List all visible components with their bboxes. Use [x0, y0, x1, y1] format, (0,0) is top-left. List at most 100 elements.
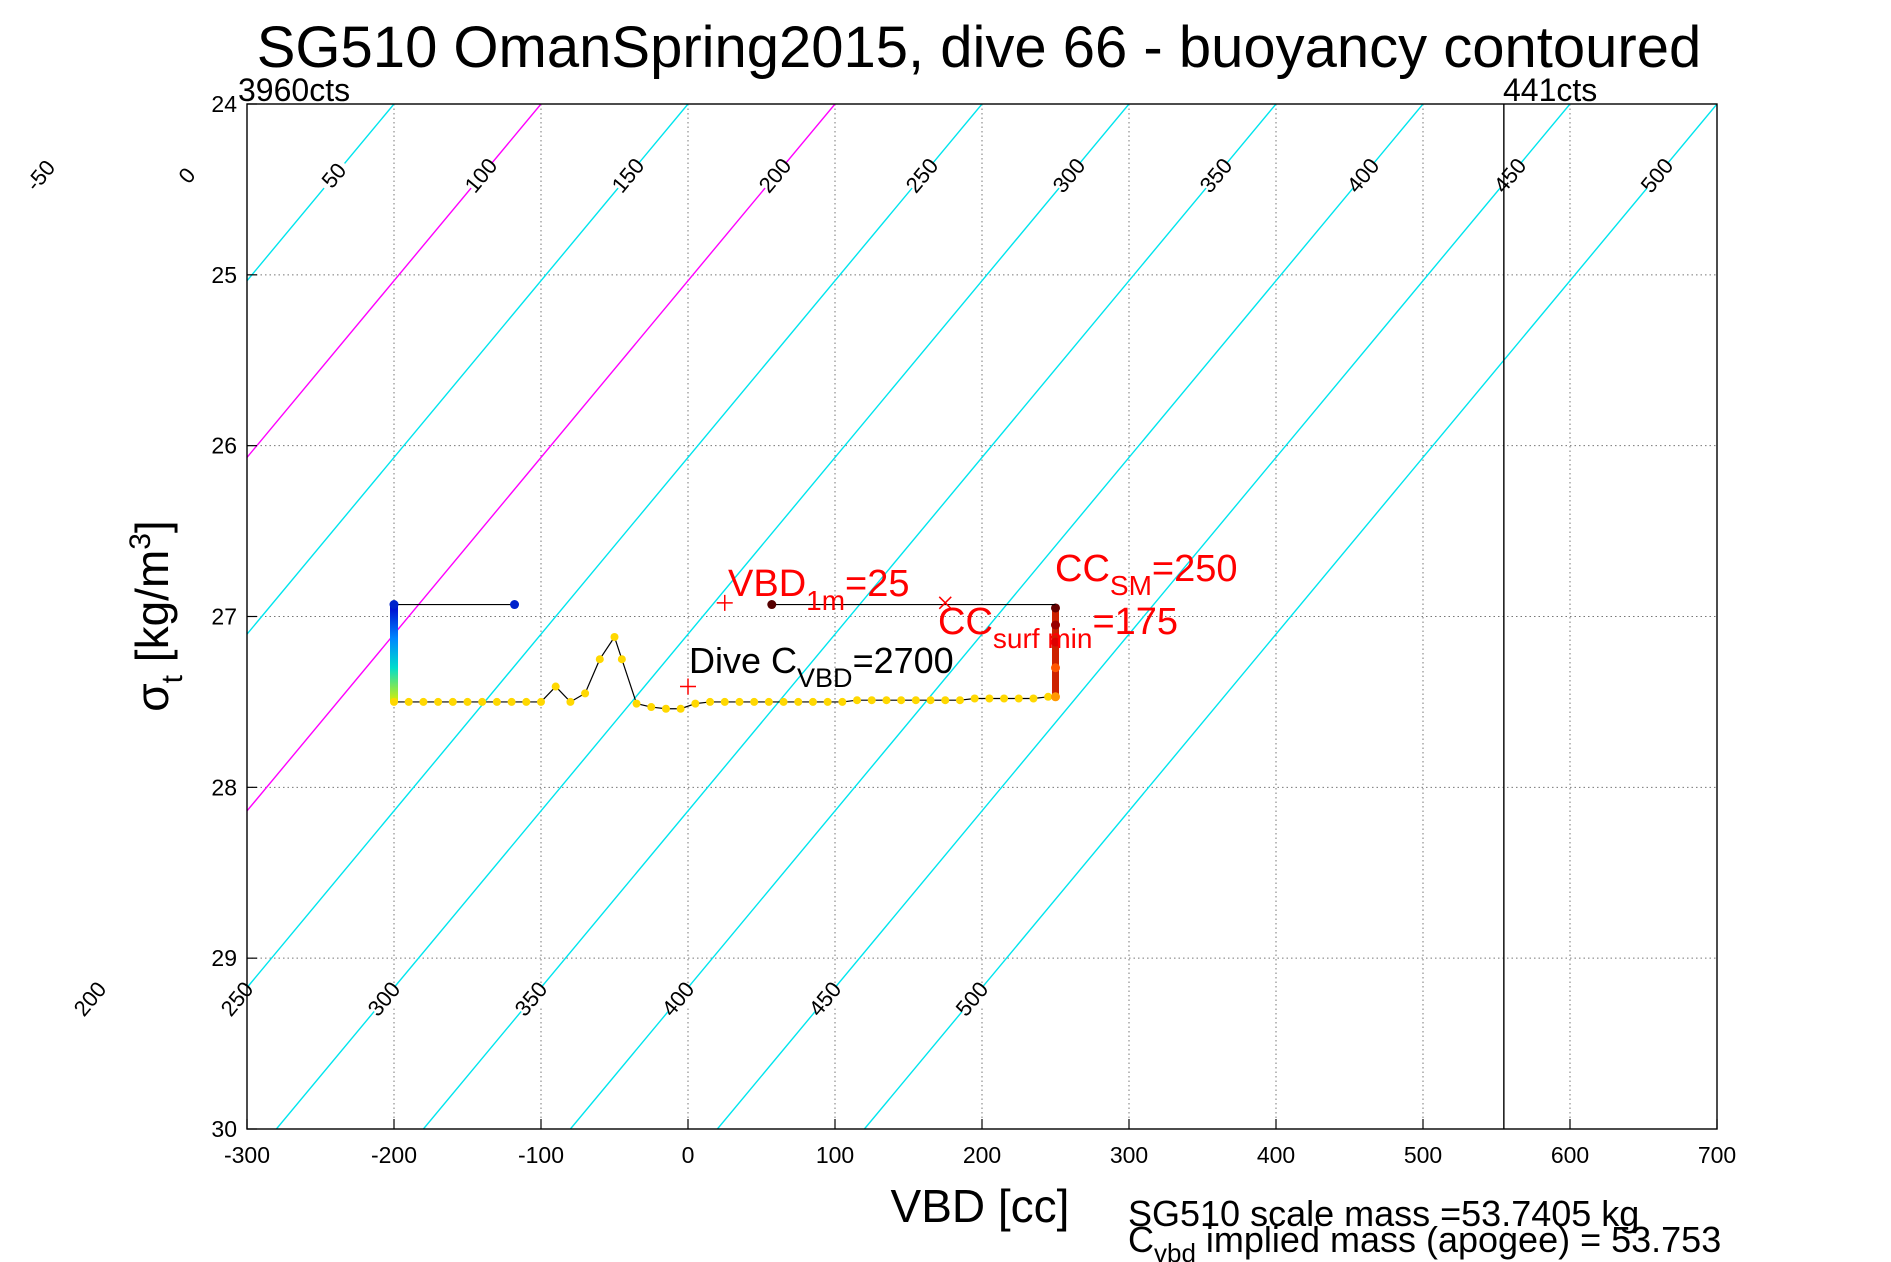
grid: [247, 104, 1717, 1129]
dot-marker: [767, 600, 777, 610]
contour-label: 300: [363, 977, 406, 1021]
dive-point: [1014, 694, 1023, 703]
x-tick-label: 200: [963, 1142, 1001, 1168]
contour-label-bg: [1490, 155, 1530, 196]
dive-point: [661, 704, 670, 713]
data-series: [389, 600, 1060, 713]
contour-label-bg: [1196, 155, 1236, 196]
scale-mass-note: SG510 scale mass =53.7405 kg: [1128, 1193, 1639, 1234]
x-tick-label: -100: [518, 1142, 564, 1168]
dive-point: [720, 697, 729, 706]
contour-line-100: [247, 104, 542, 459]
dive-point: [941, 696, 950, 705]
dive-point: [897, 696, 906, 705]
dive-point: [794, 697, 803, 706]
y-tick-label: 27: [211, 604, 237, 630]
dive-point: [419, 697, 428, 706]
contour-line-250: [247, 104, 983, 989]
dive-point: [882, 696, 891, 705]
x-tick-label: 700: [1698, 1142, 1736, 1168]
count-label-right: 441cts: [1503, 72, 1597, 108]
contour-label-bg: [1637, 155, 1677, 196]
x-tick-label: -200: [371, 1142, 417, 1168]
contour-label: 250: [216, 977, 259, 1021]
contour-line-450: [716, 104, 1571, 1129]
dive-point: [390, 697, 398, 706]
dive-point: [404, 697, 413, 706]
dive-point: [867, 696, 876, 705]
contour-label: 400: [1342, 153, 1385, 197]
surface-point: [389, 600, 399, 610]
dive-point: [926, 696, 935, 705]
plus-marker: [680, 678, 696, 695]
dive-point: [551, 682, 560, 691]
contour-label: 500: [951, 977, 994, 1021]
dive-point: [823, 697, 832, 706]
apogee-point: [1051, 637, 1060, 647]
buoyancy-contours: [0, 104, 1717, 1129]
dive-point: [750, 697, 759, 706]
dive-point: [676, 704, 685, 713]
cc-sm-annotation: CCSM=250: [1055, 548, 1237, 601]
dive-point: [537, 697, 545, 706]
contour-label-bg: [364, 979, 404, 1020]
dive-point: [970, 694, 979, 703]
dive-point: [617, 655, 626, 664]
x-tick-label: -300: [224, 1142, 270, 1168]
contour-label: 100: [460, 153, 503, 197]
contour-label: 450: [1489, 153, 1532, 197]
contour-line-350: [422, 104, 1277, 1129]
dive-point: [595, 655, 604, 664]
dive-point: [647, 703, 656, 712]
plus-marker: [716, 594, 733, 611]
dive-cvbd-annotation: Dive CVBD=2700: [689, 640, 954, 693]
contour-label-bg: [461, 155, 501, 196]
y-tick-label: 28: [211, 774, 237, 800]
contour-line-0: [247, 104, 248, 106]
contour-label-bg: [70, 979, 110, 1020]
contour-label-bg: [608, 155, 648, 196]
dive-point: [838, 697, 847, 706]
contour-label-bg: [755, 155, 795, 196]
contour-label-bg: [1343, 155, 1383, 196]
vbd-1m-annotation: VBD1m=25: [728, 563, 910, 616]
x-tick-label: 600: [1551, 1142, 1589, 1168]
chart-title: SG510 OmanSpring2015, dive 66 - buoyancy…: [257, 15, 1701, 80]
dive-point: [463, 697, 472, 706]
dive-point: [808, 697, 817, 706]
x-axis-label: VBD [cc]: [891, 1180, 1070, 1232]
x-tick-label: 400: [1257, 1142, 1295, 1168]
contour-line-200: [247, 104, 836, 812]
dive-point: [985, 694, 994, 703]
contour-label: 400: [657, 977, 700, 1021]
dive-point: [955, 696, 964, 705]
contour-label-bg: [952, 979, 992, 1020]
x-tick-label: 500: [1404, 1142, 1442, 1168]
x-tick-label: 0: [682, 1142, 695, 1168]
contour-label: 500: [1636, 153, 1679, 197]
apogee-point: [1051, 663, 1060, 673]
contour-label: 350: [1195, 153, 1238, 197]
descent-segment: [390, 604, 398, 702]
dive-point: [566, 697, 575, 706]
contour-label-bg: [658, 979, 698, 1020]
dive-point: [911, 696, 920, 705]
contour-line--50: [0, 104, 100, 1129]
contour-line-400: [569, 104, 1424, 1129]
contour-label: 50: [316, 158, 351, 193]
y-tick-label: 29: [211, 945, 237, 971]
x-tick-labels: -300 -200 -100 0 100 200 300 400 500 600 700: [224, 1119, 1736, 1168]
dive-point: [610, 633, 619, 641]
contour-label: 450: [804, 977, 847, 1021]
contour-label-bg: [167, 155, 207, 196]
y-tick-label: 26: [211, 433, 237, 459]
contour-label-bg: [314, 155, 354, 196]
dive-point: [691, 699, 700, 708]
contour-label-bg: [805, 979, 845, 1020]
x-tick-label: 300: [1110, 1142, 1148, 1168]
contour-label: 300: [1048, 153, 1091, 197]
x-tick-label: 100: [816, 1142, 854, 1168]
surface-point: [510, 600, 520, 610]
contour-label-bg: [1049, 155, 1089, 196]
